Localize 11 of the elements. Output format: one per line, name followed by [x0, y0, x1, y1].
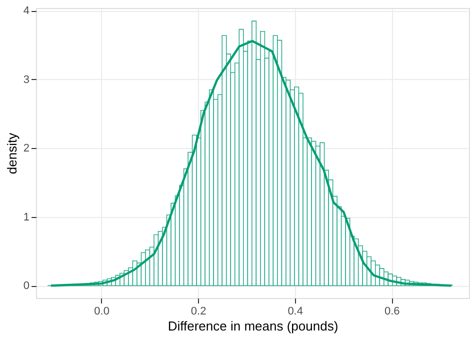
y-tick-label: 2 [23, 142, 30, 155]
x-tick-label: 0.6 [384, 306, 400, 318]
y-tick-label: 1 [23, 211, 30, 224]
y-tick-label: 0 [23, 280, 30, 292]
y-tick-label: 3 [23, 74, 30, 86]
x-tick-label: 0.4 [288, 306, 303, 318]
y-axis-title: density [4, 132, 20, 174]
y-tick-label: 4 [23, 5, 30, 18]
x-tick-label: 0.0 [94, 306, 110, 318]
x-axis-title: Difference in means (pounds) [168, 318, 338, 334]
x-tick-label: 0.2 [190, 306, 206, 318]
